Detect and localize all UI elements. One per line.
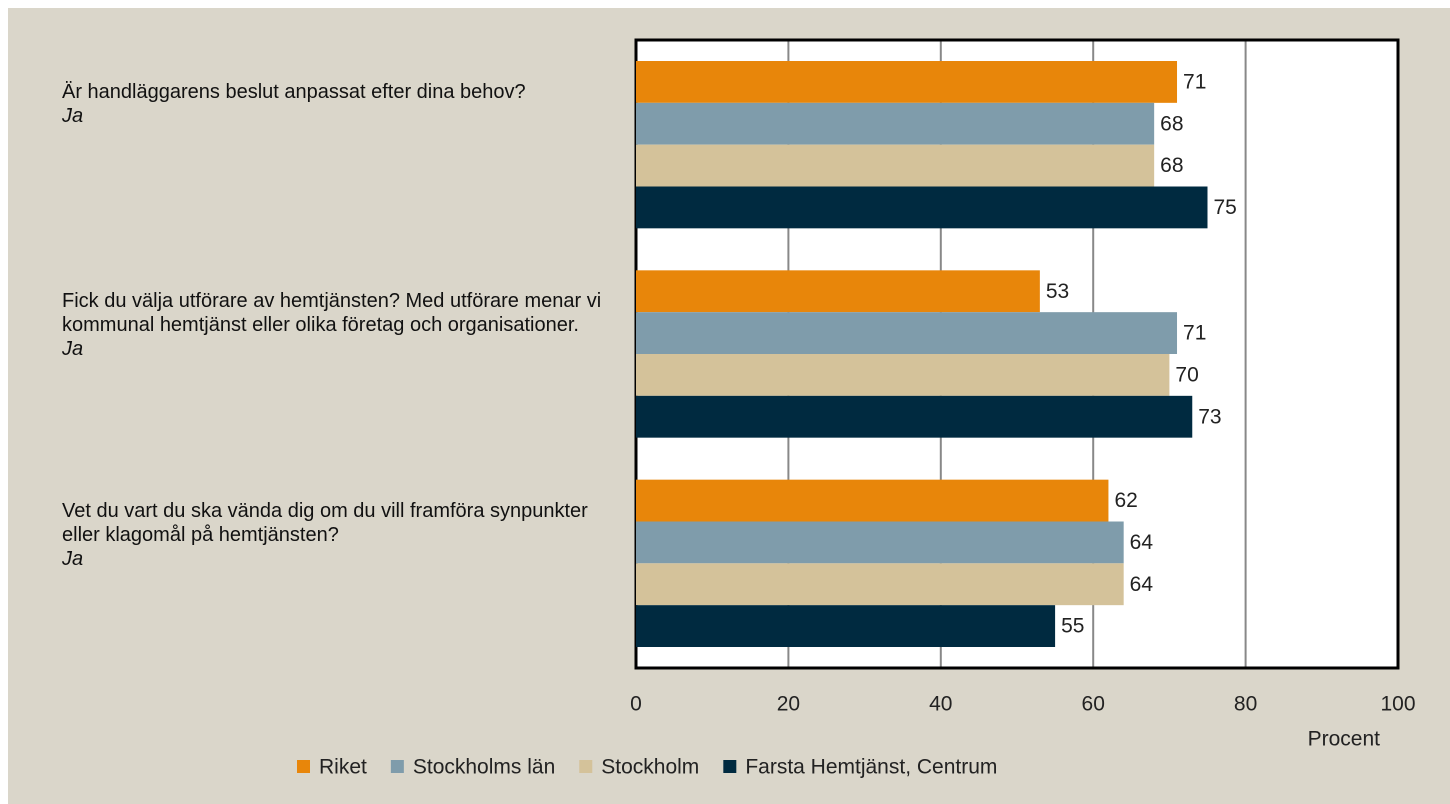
- bar: [636, 521, 1124, 564]
- x-axis-label: Procent: [1308, 728, 1381, 751]
- category-label: Vet du vart du ska vända dig om du vill …: [62, 499, 622, 571]
- bar: [636, 563, 1124, 606]
- value-label: 75: [1214, 196, 1237, 219]
- bar: [636, 605, 1056, 647]
- x-tick-label: 40: [929, 693, 952, 716]
- category-question: Fick du välja utförare av hemtjänsten? M…: [62, 290, 602, 337]
- category-answer: Ja: [62, 338, 84, 361]
- category-answer: Ja: [62, 105, 84, 127]
- legend-label: Stockholms län: [413, 756, 555, 779]
- legend-swatch: [390, 760, 404, 773]
- legend-swatch: [723, 760, 737, 773]
- x-tick-label: 0: [630, 693, 642, 716]
- bar: [636, 144, 1155, 187]
- value-label: 64: [1130, 531, 1154, 554]
- bar: [636, 354, 1170, 396]
- bar: [636, 312, 1178, 354]
- category-label: Är handläggarens beslut anpassat efter d…: [62, 80, 622, 128]
- bar: [636, 270, 1040, 313]
- category-answer: Ja: [62, 547, 84, 570]
- category-question: Vet du vart du ska vända dig om du vill …: [62, 499, 588, 546]
- value-label: 71: [1183, 70, 1206, 93]
- bar: [636, 479, 1109, 522]
- value-label: 73: [1198, 405, 1221, 428]
- value-label: 53: [1046, 280, 1069, 303]
- value-label: 71: [1183, 322, 1206, 345]
- x-tick-label: 80: [1234, 693, 1257, 716]
- x-tick-label: 20: [777, 693, 800, 716]
- x-tick-label: 60: [1082, 693, 1105, 716]
- legend-label: Riket: [319, 756, 367, 779]
- value-label: 55: [1061, 615, 1084, 638]
- legend-swatch: [297, 760, 310, 773]
- legend-swatch: [579, 760, 593, 773]
- bar: [636, 395, 1193, 438]
- category-label: Fick du välja utförare av hemtjänsten? M…: [62, 289, 622, 361]
- category-question: Är handläggarens beslut anpassat efter d…: [62, 81, 526, 103]
- value-label: 70: [1175, 363, 1198, 386]
- bar: [636, 186, 1208, 229]
- value-label: 68: [1160, 154, 1183, 177]
- value-label: 64: [1130, 573, 1154, 596]
- legend-label: Stockholm: [601, 756, 699, 779]
- bar: [636, 61, 1178, 103]
- bar: [636, 102, 1155, 145]
- x-tick-label: 100: [1380, 693, 1415, 716]
- value-label: 62: [1114, 489, 1137, 512]
- legend-label: Farsta Hemtjänst, Centrum: [745, 756, 997, 779]
- value-label: 68: [1160, 112, 1183, 135]
